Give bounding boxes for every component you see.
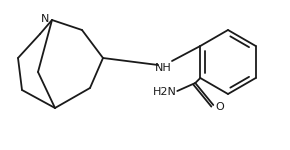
Text: O: O — [215, 102, 224, 112]
Text: NH: NH — [155, 63, 171, 73]
Text: N: N — [41, 14, 49, 24]
Text: H2N: H2N — [153, 87, 177, 97]
